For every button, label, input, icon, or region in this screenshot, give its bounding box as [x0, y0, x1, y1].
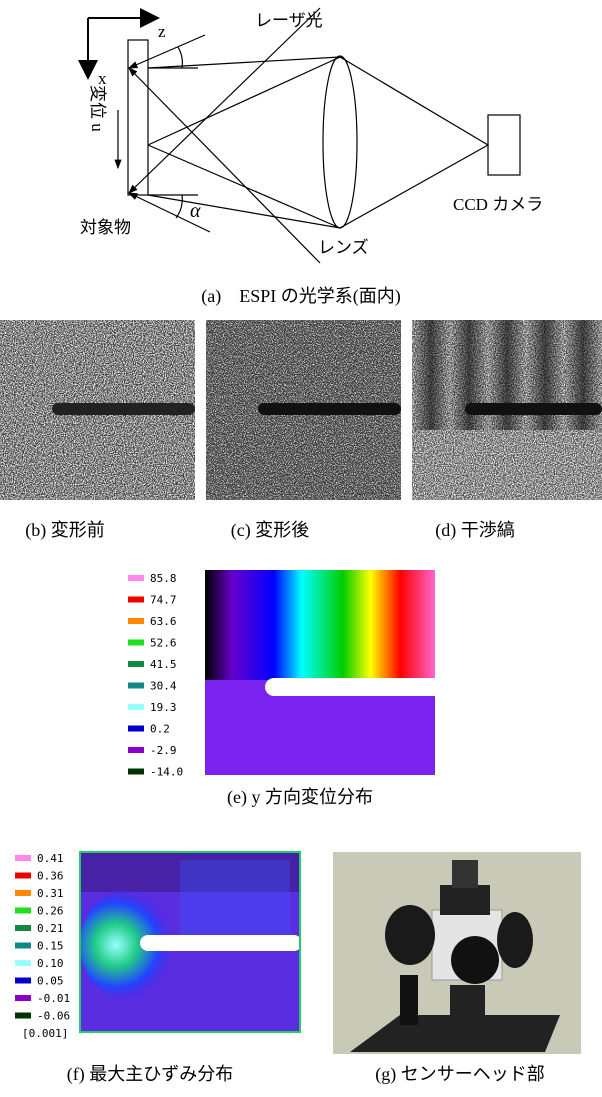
camera-left — [385, 905, 435, 965]
legend-label: 0.26 — [37, 905, 64, 918]
caption: (c) 変形後 — [231, 520, 309, 541]
displacement-label: 変位 u — [88, 85, 107, 132]
legend-swatch — [15, 960, 31, 966]
legend-swatch — [15, 978, 31, 984]
lens-top — [452, 860, 478, 888]
legend-label: -14.0 — [150, 766, 183, 779]
legend-swatch — [15, 908, 31, 914]
lens — [323, 56, 357, 228]
legend-label: 30.4 — [150, 680, 177, 693]
legend-label: 52.6 — [150, 637, 177, 650]
legend-swatch — [128, 597, 144, 603]
legend-swatch — [128, 726, 144, 732]
caption: (d) 干渉縞 — [435, 520, 515, 541]
legend-label: 0.15 — [37, 940, 64, 953]
legend-label: 0.41 — [37, 852, 64, 865]
angle-arc — [178, 47, 182, 68]
caption: (g) センサーヘッド部 — [375, 1064, 545, 1085]
legend-swatch — [15, 890, 31, 896]
legend-label: 0.05 — [37, 975, 64, 988]
map-gradient — [205, 570, 435, 680]
legend-label: 0.31 — [37, 887, 64, 900]
axis-label: z — [158, 22, 166, 41]
legend-label: 0.2 — [150, 723, 170, 736]
legend-label: -2.9 — [150, 744, 177, 757]
speckle-images — [0, 320, 602, 500]
strain-band — [180, 860, 290, 940]
legend-swatch — [15, 1013, 31, 1019]
slit — [465, 403, 602, 415]
displacement-map — [205, 570, 440, 775]
slit — [258, 403, 401, 415]
camera-label: CCD カメラ — [453, 195, 543, 214]
ray — [148, 57, 340, 145]
lens-top — [440, 885, 490, 915]
figure: z x 変位 u レーザ光 CCD カメラ 対象物 α レンズ (a) ESPI… — [0, 0, 602, 1097]
legend-label: 0.21 — [37, 922, 64, 935]
legend-swatch — [15, 943, 31, 949]
legend-label: 85.8 — [150, 572, 177, 585]
legend-swatch — [128, 704, 144, 710]
caption: (a) ESPI の光学系(面内) — [201, 286, 400, 307]
slit — [140, 935, 302, 951]
strain-map — [80, 852, 302, 1032]
legend-label: -0.06 — [37, 1010, 70, 1023]
legend-swatch — [128, 640, 144, 646]
camera-right — [497, 912, 533, 968]
laser-label: レーザ光 — [255, 11, 323, 30]
legend-unit: [0.001] — [22, 1027, 68, 1040]
legend-swatch — [128, 769, 144, 775]
lens-bottom — [450, 985, 485, 1020]
legend-swatch — [15, 873, 31, 879]
legend-label: 63.6 — [150, 615, 177, 628]
caption: (e) y 方向変位分布 — [227, 787, 373, 808]
legend-label: 0.36 — [37, 870, 64, 883]
angle-label: α — [190, 200, 201, 222]
legend-label: 0.10 — [37, 957, 64, 970]
slit — [52, 403, 195, 415]
lens-label: レンズ — [318, 238, 369, 257]
legend-swatch — [15, 925, 31, 931]
legend-label: 19.3 — [150, 701, 177, 714]
ccd-camera — [488, 115, 520, 175]
figure-page: z x 変位 u レーザ光 CCD カメラ 対象物 α レンズ (a) ESPI… — [0, 0, 602, 1097]
slit — [280, 678, 440, 696]
legend-swatch — [15, 855, 31, 861]
angle-arc — [176, 195, 182, 218]
object-label: 対象物 — [80, 218, 131, 237]
legend-label: -0.01 — [37, 992, 70, 1005]
caption: (f) 最大主ひずみ分布 — [67, 1064, 233, 1085]
legend-swatch — [128, 661, 144, 667]
legend-label: 74.7 — [150, 594, 177, 607]
post — [400, 975, 418, 1025]
optical-diagram — [88, 8, 520, 263]
object — [128, 40, 148, 195]
caption: (b) 変形前 — [25, 520, 105, 541]
legend-swatch — [128, 683, 144, 689]
legend-label: 41.5 — [150, 658, 177, 671]
legend-swatch — [128, 618, 144, 624]
legend-swatch — [128, 575, 144, 581]
sensor-photo — [333, 852, 581, 1054]
legend-swatch — [15, 995, 31, 1001]
legend-swatch — [128, 747, 144, 753]
